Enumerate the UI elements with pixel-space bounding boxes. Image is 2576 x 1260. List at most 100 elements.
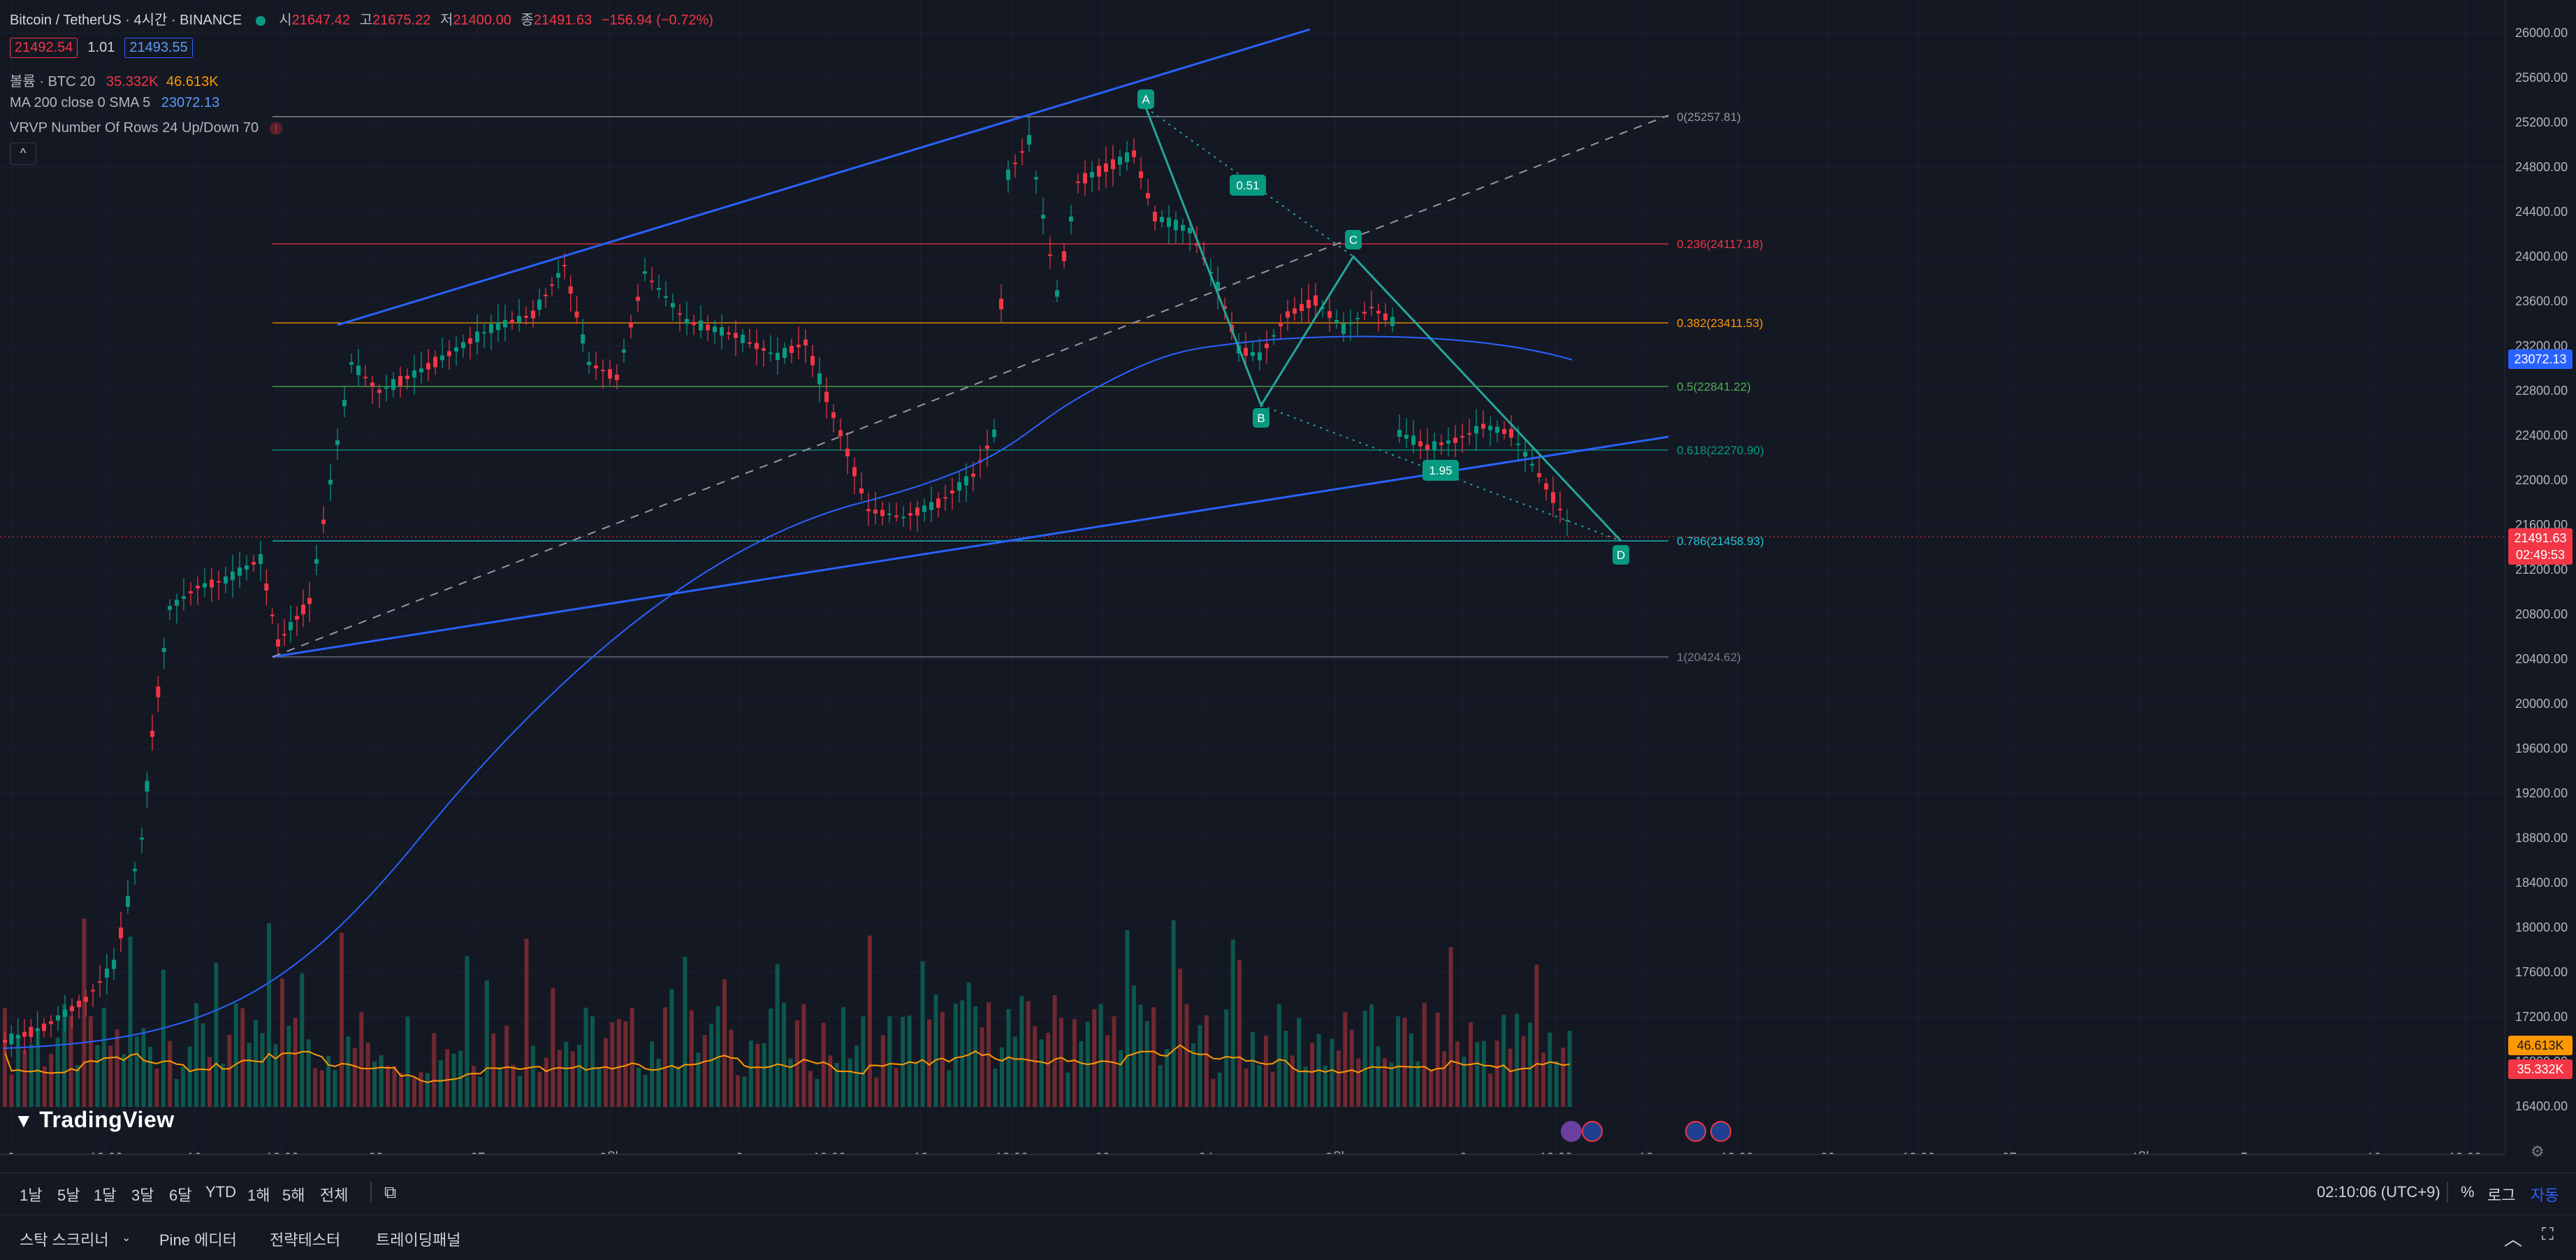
sell-price-button[interactable]: 21492.54 [10, 38, 78, 58]
tab-pine-editor[interactable]: Pine 에디터 [159, 1231, 237, 1249]
volume-bar [1276, 1004, 1281, 1107]
volume-bar [590, 1016, 595, 1107]
volume-bar [247, 1043, 252, 1107]
volume-legend[interactable]: 볼륨 · BTC 20 35.332K 46.613K [10, 70, 219, 90]
range-1m-button[interactable]: 1달 [94, 1187, 117, 1204]
candle-body [574, 311, 579, 318]
candle-body [433, 356, 437, 368]
volume-bar [399, 1072, 403, 1107]
time-axis-divider [0, 1154, 2505, 1155]
candle-body [252, 562, 256, 565]
volume-bar [828, 1055, 833, 1107]
candle-body [168, 606, 172, 610]
settings-gear-icon[interactable]: ⚙ [2531, 1143, 2545, 1160]
volume-bar [1548, 1032, 1552, 1107]
ma-legend[interactable]: MA 200 close 0 SMA 5 23072.13 [10, 95, 219, 111]
candle-body [810, 356, 815, 365]
candle-body [1362, 312, 1367, 314]
candle-body [42, 1023, 46, 1031]
bar-countdown-badge: 02:49:53 [2508, 545, 2573, 565]
tab-strategy-tester[interactable]: 전략테스터 [270, 1231, 341, 1249]
candle-body [1097, 166, 1101, 177]
volume-bar [273, 1044, 278, 1107]
tab-trading-panel[interactable]: 트레이딩패널 [376, 1231, 461, 1249]
candle-body [587, 361, 591, 365]
candle-body [1327, 311, 1332, 318]
volume-bar [147, 1046, 152, 1107]
range-5d-button[interactable]: 5날 [57, 1187, 80, 1204]
candle-body [1132, 150, 1136, 157]
candle-body [182, 596, 186, 599]
candle-body [706, 324, 710, 331]
candle-body [1125, 152, 1129, 163]
buy-price-button[interactable]: 21493.55 [124, 38, 193, 58]
volume-bar [339, 932, 344, 1107]
time-axis-label: 27 [470, 1151, 485, 1154]
candle-body [454, 347, 458, 352]
clock-timezone[interactable]: 02:10:06 (UTC+9) [2317, 1183, 2440, 1201]
log-scale-button[interactable]: 로그 [2487, 1187, 2516, 1204]
tab-stock-screener[interactable]: 스탁 스크리너 [20, 1231, 109, 1249]
candle-body [769, 352, 773, 354]
candle-body [866, 509, 871, 512]
price-axis-label: 16400.00 [2515, 1099, 2568, 1113]
volume-bar [636, 1067, 641, 1107]
volume-bar [260, 1033, 265, 1107]
volume-bar [161, 969, 166, 1107]
volume-bar [537, 1072, 542, 1107]
chevron-down-icon[interactable]: ⌄ [122, 1232, 131, 1244]
volume-bar [854, 1045, 859, 1107]
channel-lower-line [272, 435, 1669, 658]
time-axis-label: 13 [1638, 1151, 1653, 1154]
auto-scale-button[interactable]: 자동 [2531, 1187, 2559, 1204]
candle-body [112, 960, 116, 969]
range-1y-button[interactable]: 1해 [247, 1187, 270, 1204]
lightning-event-icon[interactable] [1561, 1121, 1582, 1142]
candle-body [1341, 323, 1346, 334]
price-axis-label: 18000.00 [2515, 920, 2568, 934]
chevron-up-icon[interactable]: ︿ [2504, 1229, 2523, 1250]
candle-body [1188, 228, 1192, 233]
candle-body [189, 591, 193, 594]
maximize-icon[interactable]: ⛶ [2542, 1225, 2554, 1244]
candle-body [3, 1039, 7, 1043]
date-range-icon[interactable]: ⧉ [384, 1183, 397, 1202]
volume-bar [722, 979, 727, 1107]
range-1d-button[interactable]: 1날 [20, 1187, 43, 1204]
range-6m-button[interactable]: 6달 [169, 1187, 192, 1204]
candle-body [412, 370, 416, 378]
time-axis-label: 20 [1095, 1151, 1109, 1154]
range-all-button[interactable]: 전체 [320, 1187, 349, 1204]
collapse-legend-button[interactable]: ^ [10, 143, 36, 165]
us-flag-icon[interactable] [1582, 1121, 1603, 1142]
volume-bar [214, 963, 219, 1107]
vrvp-legend[interactable]: VRVP Number Of Rows 24 Up/Down 70 ! [10, 120, 282, 136]
range-5y-button[interactable]: 5해 [282, 1187, 305, 1204]
candle-body [601, 370, 605, 372]
price-axis[interactable]: 26000.00 25600.00 25200.00 24800.00 24400.00… [2505, 0, 2576, 1154]
price-chart[interactable]: 9 13:00 16 13:00 23 27 2월 6 13:00 13 13:00 20 24 3월 6 1… [0, 0, 2505, 1154]
us-flag-icon[interactable] [1685, 1121, 1706, 1142]
candle-body [282, 634, 286, 636]
fib-level-label: 1(20424.62) [1677, 651, 1741, 664]
close-label: 종 [521, 13, 534, 28]
range-ytd-button[interactable]: YTD [205, 1183, 236, 1201]
abcd-ratio-line [1260, 405, 1622, 542]
volume-bar [227, 1034, 232, 1107]
volume-bar [775, 964, 780, 1107]
tradingview-logo[interactable]: ▼ TradingView [14, 1107, 175, 1133]
symbol-title[interactable]: Bitcoin / TetherUS · 4시간 · BINANCE [10, 13, 242, 28]
percent-scale-button[interactable]: % [2461, 1183, 2475, 1201]
price-axis-label: 22800.00 [2515, 384, 2568, 398]
candle-body [140, 837, 144, 840]
volume-bar [834, 1062, 839, 1107]
candle-body [859, 488, 864, 494]
us-flag-icon[interactable] [1710, 1121, 1731, 1142]
candle-body [1279, 324, 1283, 326]
volume-bar [1046, 1032, 1051, 1107]
volume-bar [524, 939, 529, 1107]
candle-body [289, 622, 293, 630]
chart-area[interactable]: 9 13:00 16 13:00 23 27 2월 6 13:00 13 13:00 20 24 3월 6 1… [0, 0, 2505, 1154]
candle-body [1223, 305, 1227, 310]
range-3m-button[interactable]: 3달 [131, 1187, 154, 1204]
